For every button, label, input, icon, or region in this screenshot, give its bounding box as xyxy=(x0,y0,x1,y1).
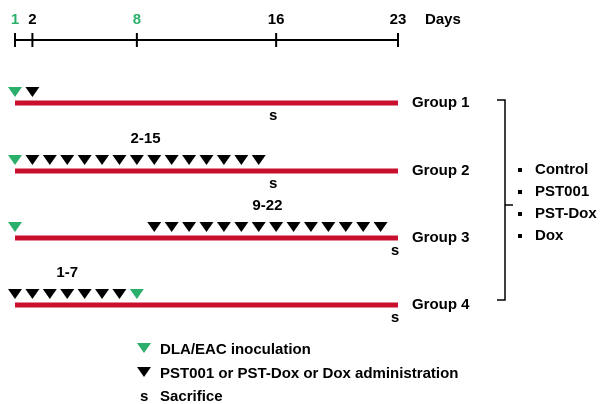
dose-marker xyxy=(234,155,249,165)
dose-marker xyxy=(25,87,40,97)
legend-administration-icon xyxy=(137,367,151,377)
dose-marker xyxy=(147,222,162,232)
dose-marker xyxy=(216,222,231,232)
bullet xyxy=(518,190,522,194)
treatment-label: Dox xyxy=(535,227,564,244)
dose-marker xyxy=(182,155,197,165)
dose-marker xyxy=(25,155,40,165)
group-label: Group 3 xyxy=(412,229,470,246)
dose-marker xyxy=(269,222,284,232)
dose-marker xyxy=(60,289,75,299)
dose-marker xyxy=(60,155,75,165)
inoculation-marker xyxy=(8,222,22,232)
dose-marker xyxy=(356,222,371,232)
inoculation-marker xyxy=(129,289,144,299)
timeline-label: 16 xyxy=(268,11,285,28)
dose-marker xyxy=(129,155,144,165)
bullet xyxy=(518,168,522,172)
dose-marker xyxy=(42,155,57,165)
bracket xyxy=(497,99,513,301)
dose-marker xyxy=(8,289,22,299)
dose-marker xyxy=(234,222,249,232)
bullet xyxy=(518,234,522,238)
sacrifice-marker: s xyxy=(391,242,399,259)
timeline-label: 8 xyxy=(133,11,141,28)
legend-sacrifice-symbol: s xyxy=(140,388,148,404)
bullet xyxy=(518,212,522,216)
dose-marker xyxy=(373,222,388,232)
dose-marker xyxy=(112,289,127,299)
dose-marker xyxy=(95,289,110,299)
range-label: 9-22 xyxy=(252,197,282,214)
timeline-label: 23 xyxy=(390,11,407,28)
range-label: 1-7 xyxy=(56,264,78,281)
timeline-label: 2 xyxy=(28,11,36,28)
treatment-label: PST001 xyxy=(535,183,589,200)
legend-inoculation-icon xyxy=(137,343,151,353)
dose-marker xyxy=(112,155,127,165)
dose-marker xyxy=(199,155,214,165)
dose-marker xyxy=(251,155,266,165)
timeline-unit: Days xyxy=(425,11,461,28)
dose-marker xyxy=(216,155,231,165)
treatment-label: Control xyxy=(535,161,588,178)
inoculation-marker xyxy=(8,87,22,97)
dose-marker xyxy=(77,155,92,165)
legend-text: DLA/EAC inoculation xyxy=(160,341,311,358)
dose-marker xyxy=(182,222,197,232)
dose-marker xyxy=(25,289,40,299)
dose-marker xyxy=(77,289,92,299)
inoculation-marker xyxy=(8,155,22,165)
dose-marker xyxy=(251,222,266,232)
group-label: Group 2 xyxy=(412,162,470,179)
timeline-label: 1 xyxy=(11,11,19,28)
dose-marker xyxy=(164,155,179,165)
dose-marker xyxy=(286,222,301,232)
range-label: 2-15 xyxy=(131,130,161,147)
dose-marker xyxy=(199,222,214,232)
dose-marker xyxy=(338,222,353,232)
dose-marker xyxy=(321,222,336,232)
legend-text: PST001 or PST-Dox or Dox administration xyxy=(160,365,458,382)
sacrifice-marker: s xyxy=(269,107,277,124)
sacrifice-marker: s xyxy=(269,175,277,192)
group-label: Group 1 xyxy=(412,94,470,111)
dose-marker xyxy=(147,155,162,165)
dose-marker xyxy=(95,155,110,165)
dose-marker xyxy=(303,222,318,232)
dose-marker xyxy=(164,222,179,232)
group-label: Group 4 xyxy=(412,296,470,313)
sacrifice-marker: s xyxy=(391,309,399,326)
legend-text: Sacrifice xyxy=(160,388,223,404)
treatment-label: PST-Dox xyxy=(535,205,597,222)
dose-marker xyxy=(42,289,57,299)
